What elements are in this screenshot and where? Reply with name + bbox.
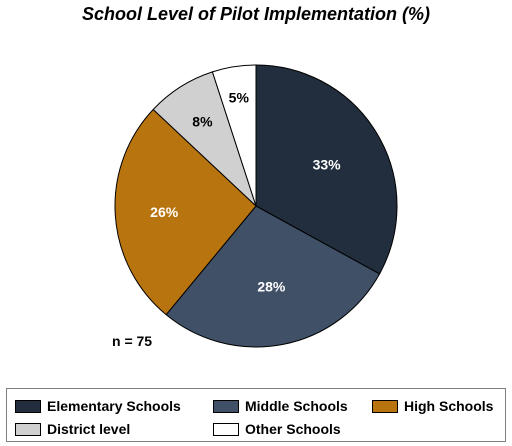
legend-label-elementary-schools: Elementary Schools — [47, 398, 181, 414]
legend-swatch-elementary-schools — [15, 399, 41, 413]
data-label-other-schools: 5% — [229, 89, 250, 105]
legend-swatch-other-schools — [213, 422, 239, 436]
data-label-middle-schools: 28% — [257, 279, 286, 295]
legend-item-middle-schools: Middle Schools — [213, 398, 348, 414]
pie-slice-high-schools — [114, 108, 257, 316]
legend-swatch-district-level — [15, 422, 41, 436]
data-label-district-level: 8% — [192, 114, 213, 130]
legend-label-high-schools: High Schools — [404, 398, 494, 414]
legend-label-district-level: District level — [47, 421, 131, 437]
pie-slice-middle-schools — [165, 205, 381, 348]
legend-label-other-schools: Other Schools — [245, 421, 341, 437]
pie-chart: 33% 28% 26% 8% 5% — [114, 64, 398, 348]
legend-label-middle-schools: Middle Schools — [245, 398, 348, 414]
pie-slice-other-schools — [211, 64, 257, 207]
data-label-high-schools: 26% — [150, 204, 179, 220]
legend-item-other-schools: Other Schools — [213, 421, 341, 437]
legend-item-high-schools: High Schools — [372, 398, 493, 414]
chart-title: School Level of Pilot Implementation (%) — [81, 4, 431, 24]
data-label-elementary-schools: 33% — [313, 156, 342, 172]
legend-item-district-level: District level — [15, 421, 130, 437]
legend-swatch-high-schools — [372, 399, 398, 413]
sample-size-note: n = 75 — [112, 333, 153, 349]
pie-slice-elementary-schools — [255, 64, 398, 275]
legend-swatch-middle-schools — [213, 399, 239, 413]
legend-item-elementary-schools: Elementary Schools — [15, 398, 181, 414]
legend: Elementary Schools Middle Schools High S… — [6, 388, 506, 442]
